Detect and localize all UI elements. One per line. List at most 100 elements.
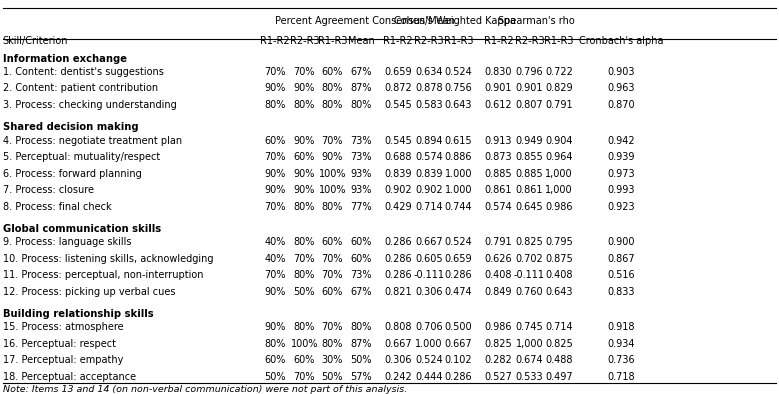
Text: 60%: 60% — [322, 237, 343, 247]
Text: 0.885: 0.885 — [516, 169, 543, 178]
Text: 0.643: 0.643 — [445, 100, 472, 110]
Text: 0.872: 0.872 — [384, 84, 412, 93]
Text: Shared decision making: Shared decision making — [3, 122, 139, 132]
Text: 0.714: 0.714 — [545, 322, 573, 333]
Text: 0.873: 0.873 — [485, 152, 513, 162]
Text: 0.904: 0.904 — [545, 136, 573, 145]
Text: 90%: 90% — [264, 185, 286, 195]
Text: 93%: 93% — [351, 185, 372, 195]
Text: 0.901: 0.901 — [485, 84, 513, 93]
Text: 1,000: 1,000 — [516, 339, 543, 349]
Text: R1-R2: R1-R2 — [484, 36, 513, 46]
Text: 0.612: 0.612 — [485, 100, 513, 110]
Text: R2-R3: R2-R3 — [515, 36, 545, 46]
Text: 60%: 60% — [294, 152, 315, 162]
Text: 0.855: 0.855 — [516, 152, 544, 162]
Text: 80%: 80% — [294, 322, 315, 333]
Text: 0.839: 0.839 — [415, 169, 442, 178]
Text: 0.913: 0.913 — [485, 136, 513, 145]
Text: 0.306: 0.306 — [384, 355, 412, 365]
Text: 90%: 90% — [264, 169, 286, 178]
Text: 70%: 70% — [264, 67, 286, 77]
Text: 10. Process: listening skills, acknowledging: 10. Process: listening skills, acknowled… — [3, 254, 213, 264]
Text: Mean: Mean — [347, 36, 374, 46]
Text: 0.533: 0.533 — [516, 372, 543, 382]
Text: 73%: 73% — [350, 270, 372, 280]
Text: 100%: 100% — [319, 185, 346, 195]
Text: 0.795: 0.795 — [545, 237, 573, 247]
Text: 0.963: 0.963 — [608, 84, 636, 93]
Text: 70%: 70% — [264, 152, 286, 162]
Text: 0.736: 0.736 — [608, 355, 636, 365]
Text: 0.807: 0.807 — [516, 100, 543, 110]
Text: 12. Process: picking up verbal cues: 12. Process: picking up verbal cues — [3, 287, 175, 297]
Text: 0.615: 0.615 — [445, 136, 472, 145]
Text: 0.408: 0.408 — [545, 270, 573, 280]
Text: 0.714: 0.714 — [415, 202, 442, 212]
Text: 90%: 90% — [294, 136, 315, 145]
Text: 0.702: 0.702 — [516, 254, 544, 264]
Text: 16. Perceptual: respect: 16. Perceptual: respect — [3, 339, 116, 349]
Text: 80%: 80% — [294, 237, 315, 247]
Text: 0.903: 0.903 — [608, 67, 636, 77]
Text: 67%: 67% — [350, 67, 372, 77]
Text: 0.497: 0.497 — [545, 372, 573, 382]
Text: Spearman's rho: Spearman's rho — [498, 15, 575, 26]
Text: 0.286: 0.286 — [445, 372, 472, 382]
Text: 73%: 73% — [350, 136, 372, 145]
Text: 1.000: 1.000 — [415, 339, 442, 349]
Text: 0.688: 0.688 — [384, 152, 412, 162]
Text: 15. Process: atmosphere: 15. Process: atmosphere — [3, 322, 123, 333]
Text: 70%: 70% — [322, 254, 343, 264]
Text: 70%: 70% — [264, 202, 286, 212]
Text: 0.500: 0.500 — [445, 322, 472, 333]
Text: 7. Process: closure: 7. Process: closure — [3, 185, 93, 195]
Text: 0.821: 0.821 — [384, 287, 412, 297]
Text: 0.934: 0.934 — [608, 339, 636, 349]
Text: 90%: 90% — [264, 84, 286, 93]
Text: 1.000: 1.000 — [445, 185, 472, 195]
Text: 0.242: 0.242 — [384, 372, 412, 382]
Text: 0.900: 0.900 — [608, 237, 636, 247]
Text: 90%: 90% — [294, 185, 315, 195]
Text: 0.488: 0.488 — [545, 355, 573, 365]
Text: R1-R3: R1-R3 — [318, 36, 347, 46]
Text: 0.722: 0.722 — [545, 67, 573, 77]
Text: 0.605: 0.605 — [415, 254, 442, 264]
Text: 70%: 70% — [294, 372, 315, 382]
Text: 57%: 57% — [350, 372, 372, 382]
Text: 0.861: 0.861 — [485, 185, 513, 195]
Text: 80%: 80% — [322, 339, 343, 349]
Text: 0.574: 0.574 — [415, 152, 442, 162]
Text: 18. Perceptual: acceptance: 18. Perceptual: acceptance — [3, 372, 136, 382]
Text: 80%: 80% — [294, 100, 315, 110]
Text: 80%: 80% — [264, 100, 286, 110]
Text: 0.964: 0.964 — [545, 152, 573, 162]
Text: 0.667: 0.667 — [415, 237, 442, 247]
Text: 1.000: 1.000 — [445, 169, 472, 178]
Text: 40%: 40% — [264, 254, 286, 264]
Text: 70%: 70% — [322, 136, 343, 145]
Text: 2. Content: patient contribution: 2. Content: patient contribution — [3, 84, 158, 93]
Text: 60%: 60% — [264, 355, 286, 365]
Text: 70%: 70% — [322, 270, 343, 280]
Text: 0.973: 0.973 — [608, 169, 636, 178]
Text: 0.516: 0.516 — [608, 270, 636, 280]
Text: 70%: 70% — [294, 67, 315, 77]
Text: 50%: 50% — [322, 372, 343, 382]
Text: 0.760: 0.760 — [516, 287, 543, 297]
Text: 0.923: 0.923 — [608, 202, 636, 212]
Text: 0.825: 0.825 — [485, 339, 513, 349]
Text: 0.878: 0.878 — [415, 84, 442, 93]
Text: 60%: 60% — [351, 254, 372, 264]
Text: 0.429: 0.429 — [384, 202, 412, 212]
Text: 0.791: 0.791 — [545, 100, 573, 110]
Text: Information exchange: Information exchange — [3, 54, 127, 64]
Text: 80%: 80% — [264, 339, 286, 349]
Text: 0.524: 0.524 — [445, 67, 472, 77]
Text: 0.286: 0.286 — [384, 237, 412, 247]
Text: 0.867: 0.867 — [608, 254, 636, 264]
Text: R1-R3: R1-R3 — [545, 36, 573, 46]
Text: 0.849: 0.849 — [485, 287, 513, 297]
Text: 100%: 100% — [291, 339, 318, 349]
